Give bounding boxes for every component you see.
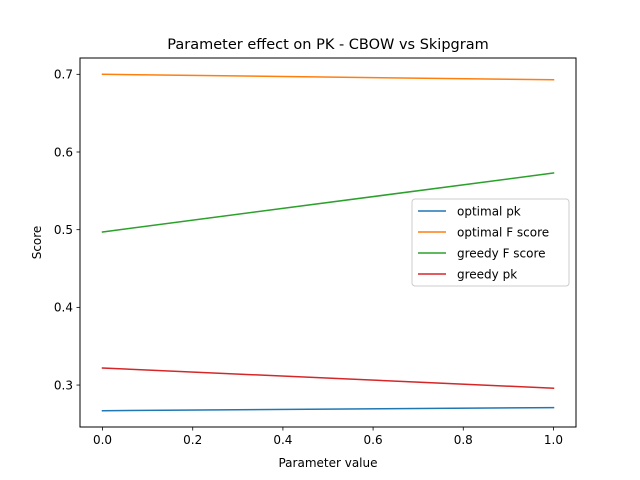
series-line-optimal-pk bbox=[101, 406, 555, 412]
series-line-optimal-f-score bbox=[101, 73, 555, 81]
y-tick-label: 0.3 bbox=[54, 378, 73, 392]
x-axis-ticks: 0.0 0.2 0.4 0.6 0.8 1.0 bbox=[93, 427, 563, 447]
plot-area: 0.0 0.2 0.4 0.6 0.8 1.0 0.3 0.4 0.5 0.6 0.7 bbox=[54, 57, 577, 447]
legend-label: greedy F score bbox=[457, 246, 546, 260]
x-tick-label: 0.6 bbox=[364, 433, 383, 447]
x-tick-label: 0.0 bbox=[93, 433, 112, 447]
y-tick-label: 0.5 bbox=[54, 223, 73, 237]
axes-frame bbox=[79, 57, 577, 428]
series-line-greedy-pk bbox=[101, 367, 555, 389]
legend-label: optimal pk bbox=[457, 204, 521, 218]
legend-label: optimal F score bbox=[457, 225, 549, 239]
y-axis-ticks: 0.3 0.4 0.5 0.6 0.7 bbox=[54, 68, 80, 392]
legend-label: greedy pk bbox=[457, 267, 517, 281]
legend-frame bbox=[411, 198, 570, 287]
legend: optimal pk optimal F score greedy F score g… bbox=[411, 198, 570, 287]
y-tick-label: 0.6 bbox=[54, 145, 73, 159]
y-tick-label: 0.7 bbox=[54, 68, 73, 82]
y-axis-label: Score bbox=[30, 226, 44, 260]
x-tick-label: 0.8 bbox=[454, 433, 473, 447]
x-tick-label: 1.0 bbox=[544, 433, 563, 447]
y-tick-label: 0.4 bbox=[54, 301, 73, 315]
chart-title: Parameter effect on PK - CBOW vs Skipgra… bbox=[167, 37, 488, 53]
series-layer bbox=[101, 73, 555, 412]
x-tick-label: 0.2 bbox=[183, 433, 202, 447]
x-tick-label: 0.4 bbox=[273, 433, 292, 447]
x-axis-label: Parameter value bbox=[278, 456, 377, 470]
series-line-greedy-f-score bbox=[101, 172, 555, 233]
